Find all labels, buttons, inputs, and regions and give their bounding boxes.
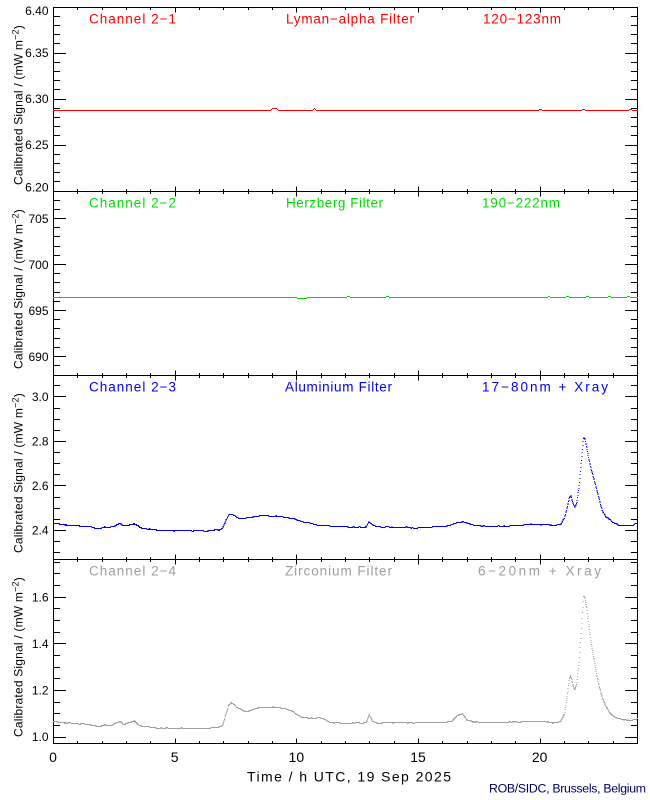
svg-text:3.0: 3.0 [32,390,49,404]
svg-text:690: 690 [28,350,48,364]
svg-text:Calibrated Signal / (mW m−2): Calibrated Signal / (mW m−2) [11,577,26,737]
svg-text:695: 695 [28,304,48,318]
svg-text:6.35: 6.35 [25,46,49,60]
svg-text:Zirconium Filter: Zirconium Filter [285,563,393,578]
svg-text:700: 700 [28,258,48,272]
svg-text:20: 20 [532,749,548,765]
svg-text:Channel 2−4: Channel 2−4 [89,563,176,578]
svg-text:2.8: 2.8 [32,435,49,449]
svg-text:6.25: 6.25 [25,138,49,152]
svg-text:0: 0 [49,749,57,765]
svg-text:6.40: 6.40 [25,4,49,18]
svg-text:Time / h UTC, 19 Sep 2025: Time / h UTC, 19 Sep 2025 [247,769,451,785]
svg-text:17−80nm + Xray: 17−80nm + Xray [482,379,608,394]
svg-text:Lyman−alpha Filter: Lyman−alpha Filter [286,11,415,26]
svg-text:ROB/SIDC, Brussels, Belgium: ROB/SIDC, Brussels, Belgium [489,782,646,796]
svg-text:1.2: 1.2 [32,684,49,698]
svg-text:Aluminium Filter: Aluminium Filter [285,379,393,394]
svg-text:Calibrated Signal / (mW m−2): Calibrated Signal / (mW m−2) [11,209,26,369]
svg-text:Herzberg Filter: Herzberg Filter [286,195,384,210]
svg-text:2.4: 2.4 [32,524,49,538]
svg-text:6.30: 6.30 [25,92,49,106]
svg-text:120−123nm: 120−123nm [483,11,561,26]
svg-text:Channel 2−2: Channel 2−2 [89,195,176,210]
svg-text:190−222nm: 190−222nm [482,195,560,210]
svg-text:6.20: 6.20 [25,180,49,194]
svg-text:15: 15 [410,749,426,765]
svg-text:2.6: 2.6 [32,479,49,493]
svg-text:1.0: 1.0 [32,730,49,744]
svg-text:Calibrated Signal / (mW m−2): Calibrated Signal / (mW m−2) [11,393,26,553]
svg-text:Channel 2−3: Channel 2−3 [89,379,176,394]
svg-text:705: 705 [28,212,48,226]
svg-text:Calibrated Signal / (mW m−2): Calibrated Signal / (mW m−2) [11,25,26,185]
svg-text:5: 5 [171,749,179,765]
svg-text:10: 10 [289,749,305,765]
svg-text:1.4: 1.4 [32,637,49,651]
svg-text:6−20nm + Xray: 6−20nm + Xray [478,563,601,578]
svg-text:Channel 2−1: Channel 2−1 [89,11,176,26]
svg-text:1.6: 1.6 [32,590,49,604]
